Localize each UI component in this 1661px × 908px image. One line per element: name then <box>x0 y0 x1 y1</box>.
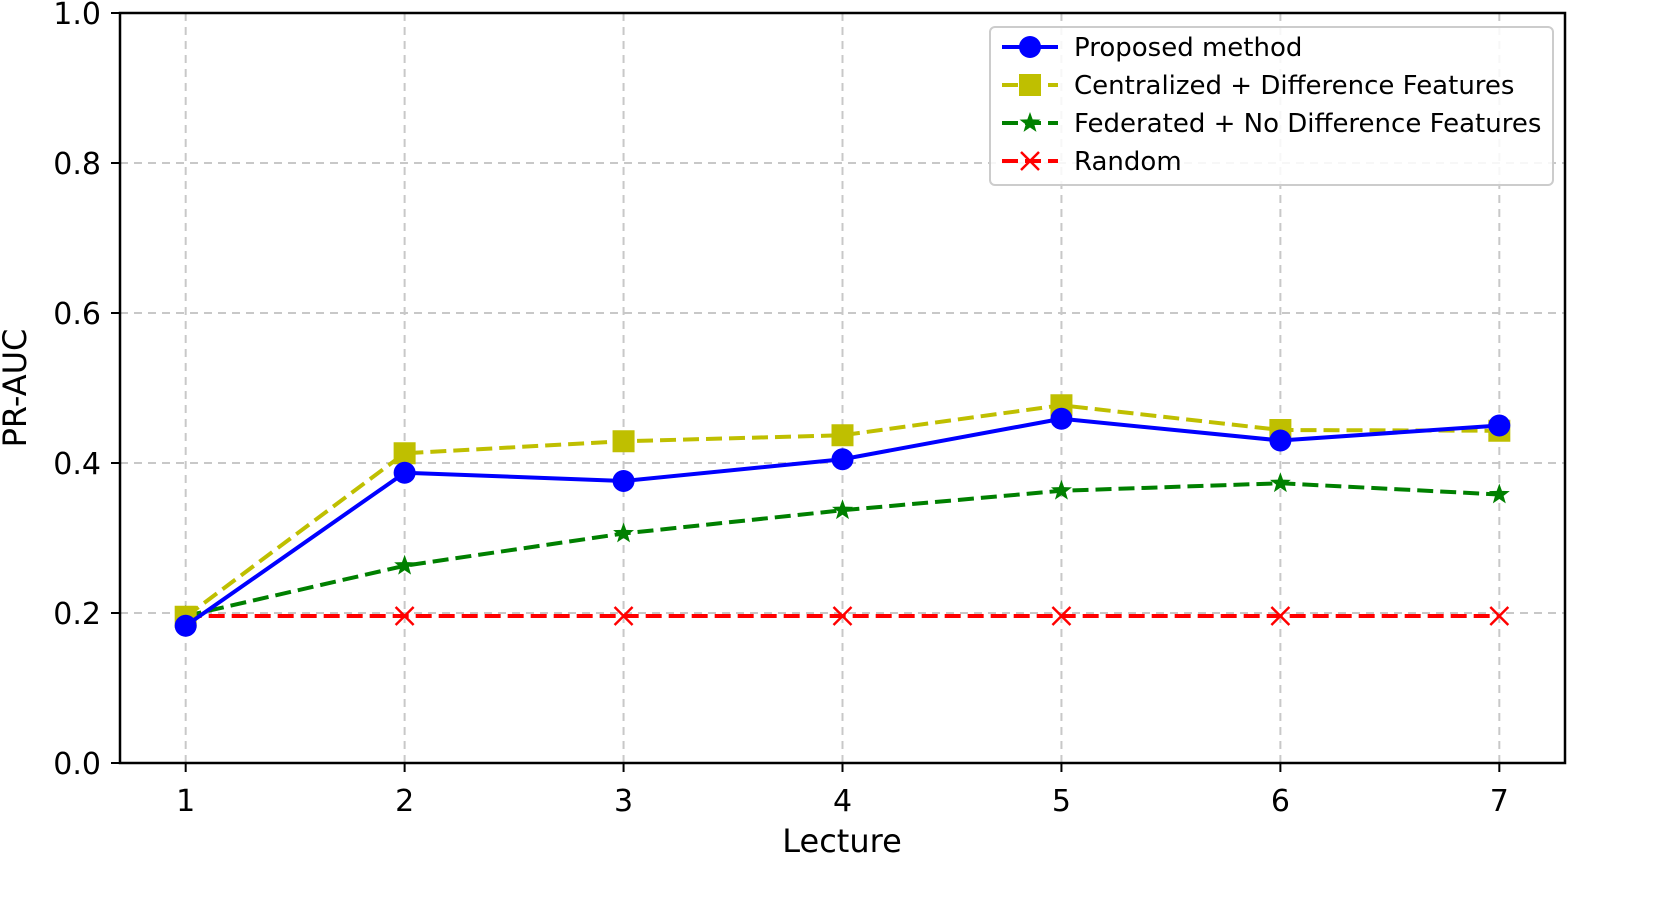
series-centralized-difference-features-point <box>831 424 854 447</box>
series-proposed-method-point <box>174 614 197 637</box>
x-tick-label: 7 <box>1490 784 1509 819</box>
y-tick-label: 0.0 <box>53 747 101 782</box>
legend-item-proposed-method: Proposed method <box>1002 33 1302 63</box>
series-layer <box>174 394 1511 637</box>
series-random-point-stroke <box>1051 606 1072 626</box>
series-random-point-stroke <box>832 606 853 626</box>
series-random-point-stroke <box>394 606 415 626</box>
series-proposed-method-point <box>393 461 416 484</box>
series-random-point <box>1489 606 1510 626</box>
series-random-point <box>1270 606 1291 626</box>
legend-item-proposed-method-label: Proposed method <box>1074 33 1302 63</box>
x-tick-label: 6 <box>1271 784 1290 819</box>
x-tick-label: 1 <box>176 784 195 819</box>
series-proposed-method-point <box>1269 429 1292 452</box>
x-tick-label: 4 <box>833 784 852 819</box>
y-tick-label: 0.2 <box>53 597 101 632</box>
legend-item-centralized-difference-features-marker <box>1019 74 1041 96</box>
legend-item-centralized-difference-features-label: Centralized + Difference Features <box>1074 71 1514 101</box>
x-tick-label: 3 <box>614 784 633 819</box>
series-random-point <box>1051 606 1072 626</box>
series-proposed-method <box>174 407 1511 637</box>
y-tick-label: 0.6 <box>53 297 101 332</box>
series-federated-no-difference-features-point <box>1269 472 1291 493</box>
series-proposed-method-point <box>612 470 635 492</box>
series-federated-no-difference-features-point <box>394 554 416 575</box>
legend-box <box>989 26 1554 186</box>
legend-item-random: Random <box>1002 147 1182 177</box>
axes: 1 2 3 4 5 6 7 0.0 0.2 0.4 0.6 0.8 1.0 <box>53 0 1509 819</box>
series-centralized-difference-features-point <box>393 442 416 465</box>
series-federated-no-difference-features-point <box>613 522 635 543</box>
series-federated-no-difference-features-point <box>1488 483 1510 504</box>
x-tick-label: 2 <box>395 784 414 819</box>
legend-item-federated-no-difference-features-marker <box>1019 112 1041 132</box>
y-axis-title: PR-AUC <box>0 329 34 448</box>
legend-item-random-label: Random <box>1074 147 1182 177</box>
series-proposed-method-point <box>831 448 854 471</box>
legend-item-random-marker <box>1020 151 1040 171</box>
y-tick-label: 1.0 <box>53 0 101 32</box>
legend-item-random-marker-stroke <box>1020 151 1040 171</box>
series-random-point <box>832 606 853 626</box>
legend-item-federated-no-difference-features: Federated + No Difference Features <box>1002 109 1541 139</box>
series-random-point <box>613 606 634 626</box>
series-proposed-method-point <box>1488 414 1511 437</box>
x-tick-label: 5 <box>1052 784 1071 819</box>
x-axis-title: Lecture <box>782 822 902 860</box>
legend-item-federated-no-difference-features-label: Federated + No Difference Features <box>1074 109 1541 139</box>
series-centralized-difference-features-point <box>612 430 635 453</box>
y-tick-label: 0.8 <box>53 147 101 182</box>
legend: Proposed method Centralized + Difference … <box>989 26 1554 186</box>
series-proposed-method-point <box>1050 407 1073 430</box>
series-federated-no-difference-features-point <box>1050 479 1072 500</box>
legend-item-proposed-method-marker <box>1019 36 1041 58</box>
series-random-point <box>394 606 415 626</box>
series-federated-no-difference-features-point <box>832 499 853 520</box>
series-random-point-stroke <box>1270 606 1291 626</box>
series-random-point-stroke <box>1489 606 1510 626</box>
legend-item-centralized-difference-features: Centralized + Difference Features <box>1002 71 1514 101</box>
series-random-point-stroke <box>613 606 634 626</box>
y-tick-label: 0.4 <box>53 447 101 482</box>
